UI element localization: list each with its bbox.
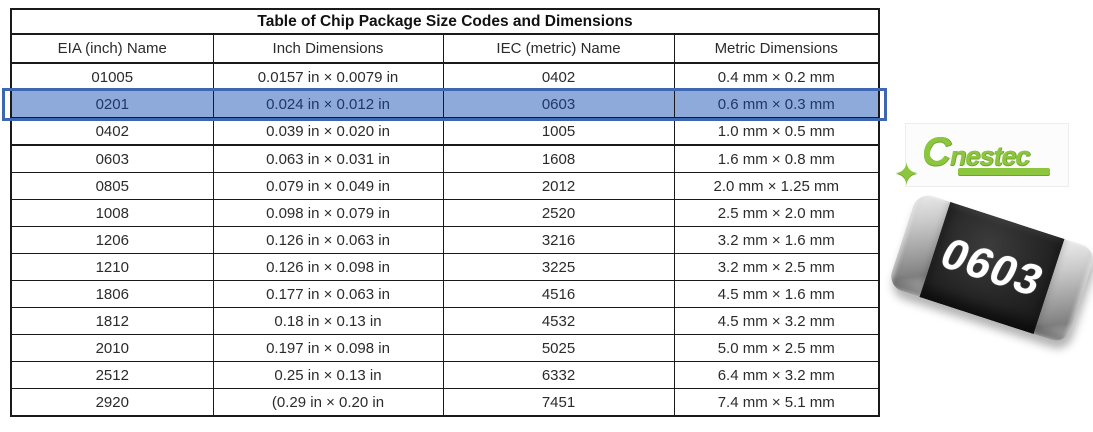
table-cell: 0402 — [10, 117, 214, 146]
table-cell: 5.0 mm × 2.5 mm — [673, 334, 880, 362]
column-header-eia-name: EIA (inch) Name — [10, 33, 214, 64]
logo-wordmark: Cnestec — [922, 130, 1030, 174]
table-row: 1210 0.126 in × 0.098 in 3225 3.2 mm × 2.5 … — [10, 253, 880, 281]
table-cell: 0.0157 in × 0.0079 in — [212, 62, 444, 91]
table-cell: 1.6 mm × 0.8 mm — [673, 144, 880, 173]
chip-size-table-wrap: Table of Chip Package Size Codes and Dim… — [10, 8, 880, 417]
table-row: 2010 0.197 in × 0.098 in 5025 5.0 mm × 2.5 … — [10, 334, 880, 362]
table-cell: 0.6 mm × 0.3 mm — [673, 90, 880, 118]
table-cell: 0201 — [10, 90, 214, 118]
table-row: 0603 0.063 in × 0.031 in 1608 1.6 mm × 0.8 … — [10, 144, 880, 173]
vendor-logo: ✦ Cnestec — [894, 124, 1068, 190]
table-cell: 2010 — [10, 334, 214, 362]
table-cell: (0.29 in × 0.20 in — [212, 388, 444, 417]
table-cell: 1206 — [10, 226, 214, 254]
table-cell: 2012 — [442, 172, 675, 200]
table-cell: 0.197 in × 0.098 in — [212, 334, 444, 362]
table-cell: 0.4 mm × 0.2 mm — [673, 62, 880, 91]
column-header-iec-name: IEC (metric) Name — [442, 33, 675, 64]
column-header-metric-dimensions: Metric Dimensions — [673, 33, 880, 64]
table-header-row: EIA (inch) Name Inch Dimensions IEC (met… — [10, 33, 880, 64]
table-cell: 0603 — [442, 90, 675, 118]
table-cell: 6332 — [442, 361, 675, 389]
table-cell: 3.2 mm × 2.5 mm — [673, 253, 880, 281]
table-title: Table of Chip Package Size Codes and Dim… — [10, 8, 880, 35]
table-cell: 2.5 mm × 2.0 mm — [673, 199, 880, 227]
table-row: 1008 0.098 in × 0.079 in 2520 2.5 mm × 2.0 … — [10, 199, 880, 227]
table-cell: 0.039 in × 0.020 in — [212, 117, 444, 146]
sparkle-icon: ✦ — [894, 158, 920, 191]
table-cell: 0402 — [442, 62, 675, 91]
table-cell: 7451 — [442, 388, 675, 417]
table-cell: 0.25 in × 0.13 in — [212, 361, 444, 389]
table-cell: 2.0 mm × 1.25 mm — [673, 172, 880, 200]
table-cell: 5025 — [442, 334, 675, 362]
table-body: 01005 0.0157 in × 0.0079 in 0402 0.4 mm × 0… — [10, 62, 880, 417]
table-row: 0402 0.039 in × 0.020 in 1005 1.0 mm × 0.5 … — [10, 117, 880, 146]
chip-photo: 0603 — [887, 191, 1093, 347]
table-row: 2512 0.25 in × 0.13 in 6332 6.4 mm × 3.2 mm — [10, 361, 880, 389]
table-cell: 0.18 in × 0.13 in — [212, 307, 444, 335]
table-cell: 6.4 mm × 3.2 mm — [673, 361, 880, 389]
table-cell: 1005 — [442, 117, 675, 146]
table-cell: 4516 — [442, 280, 675, 308]
table-cell: 1210 — [10, 253, 214, 281]
chip-size-table: Table of Chip Package Size Codes and Dim… — [10, 8, 880, 417]
table-cell: 4532 — [442, 307, 675, 335]
table-cell: 7.4 mm × 5.1 mm — [673, 388, 880, 417]
table-cell: 1.0 mm × 0.5 mm — [673, 117, 880, 146]
table-row: 1206 0.126 in × 0.063 in 3216 3.2 mm × 1.6 … — [10, 226, 880, 254]
table-cell: 01005 — [10, 62, 214, 91]
table-cell: 2920 — [10, 388, 214, 417]
table-row: 2920 (0.29 in × 0.20 in 7451 7.4 mm × 5.1 m… — [10, 388, 880, 417]
table-cell: 0.079 in × 0.049 in — [212, 172, 444, 200]
table-cell: 3225 — [442, 253, 675, 281]
table-cell: 0.177 in × 0.063 in — [212, 280, 444, 308]
table-row: 1812 0.18 in × 0.13 in 4532 4.5 mm × 3.2 mm — [10, 307, 880, 335]
logo-underline-bar — [958, 168, 1050, 175]
table-row: 1806 0.177 in × 0.063 in 4516 4.5 mm × 1.6 … — [10, 280, 880, 308]
table-cell: 0.098 in × 0.079 in — [212, 199, 444, 227]
table-cell: 0805 — [10, 172, 214, 200]
table-cell: 1008 — [10, 199, 214, 227]
table-cell: 0.024 in × 0.012 in — [212, 90, 444, 118]
table-cell: 0.126 in × 0.098 in — [212, 253, 444, 281]
table-cell: 4.5 mm × 3.2 mm — [673, 307, 880, 335]
chip-resistor-0603: 0603 — [887, 191, 1093, 345]
table-cell: 0.126 in × 0.063 in — [212, 226, 444, 254]
table-row: 01005 0.0157 in × 0.0079 in 0402 0.4 mm × 0… — [10, 62, 880, 91]
table-cell: 2520 — [442, 199, 675, 227]
column-header-inch-dimensions: Inch Dimensions — [212, 33, 444, 64]
table-cell: 0.063 in × 0.031 in — [212, 144, 444, 173]
table-cell: 2512 — [10, 361, 214, 389]
table-row: 0201 0.024 in × 0.012 in 0603 0.6 mm × 0.3 … — [10, 90, 880, 118]
table-cell: 3216 — [442, 226, 675, 254]
table-title-row: Table of Chip Package Size Codes and Dim… — [10, 8, 880, 35]
table-cell: 0603 — [10, 144, 214, 173]
table-cell: 3.2 mm × 1.6 mm — [673, 226, 880, 254]
table-cell: 1812 — [10, 307, 214, 335]
chip-label: 0603 — [932, 229, 1052, 306]
table-cell: 1806 — [10, 280, 214, 308]
table-cell: 1608 — [442, 144, 675, 173]
table-row: 0805 0.079 in × 0.049 in 2012 2.0 mm × 1.25… — [10, 172, 880, 200]
table-cell: 4.5 mm × 1.6 mm — [673, 280, 880, 308]
